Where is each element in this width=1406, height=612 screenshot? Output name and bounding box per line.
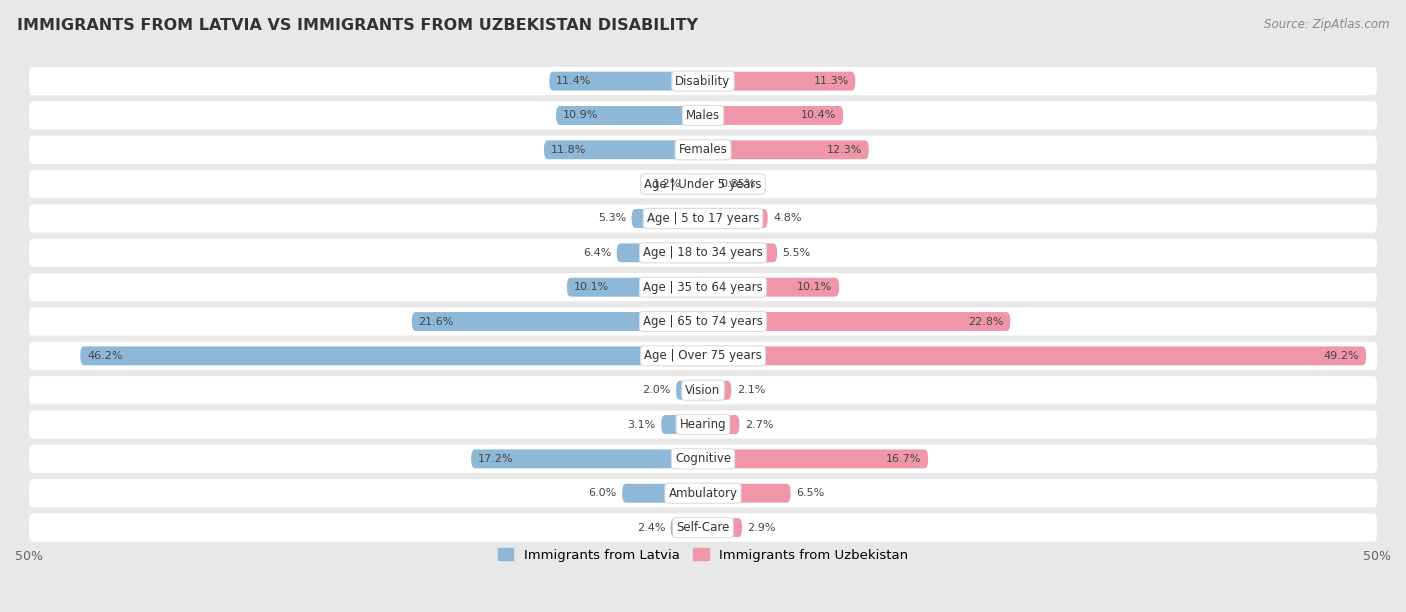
FancyBboxPatch shape [80,346,703,365]
Text: 10.1%: 10.1% [797,282,832,292]
Text: Age | 65 to 74 years: Age | 65 to 74 years [643,315,763,328]
FancyBboxPatch shape [555,106,703,125]
Text: Age | 18 to 34 years: Age | 18 to 34 years [643,247,763,259]
FancyBboxPatch shape [686,174,703,193]
Text: 0.85%: 0.85% [720,179,755,189]
FancyBboxPatch shape [703,278,839,297]
FancyBboxPatch shape [703,209,768,228]
FancyBboxPatch shape [471,449,703,468]
FancyBboxPatch shape [703,174,714,193]
Text: Disability: Disability [675,75,731,88]
Text: 21.6%: 21.6% [419,316,454,327]
FancyBboxPatch shape [30,170,1376,198]
FancyBboxPatch shape [30,102,1376,130]
Text: Ambulatory: Ambulatory [668,487,738,500]
Text: Vision: Vision [685,384,721,397]
Text: Age | 35 to 64 years: Age | 35 to 64 years [643,281,763,294]
FancyBboxPatch shape [550,72,703,91]
FancyBboxPatch shape [567,278,703,297]
Text: 5.5%: 5.5% [783,248,811,258]
FancyBboxPatch shape [703,106,844,125]
Text: 2.9%: 2.9% [748,523,776,532]
FancyBboxPatch shape [617,244,703,263]
FancyBboxPatch shape [676,381,703,400]
Text: Self-Care: Self-Care [676,521,730,534]
FancyBboxPatch shape [544,140,703,159]
FancyBboxPatch shape [30,307,1376,335]
Legend: Immigrants from Latvia, Immigrants from Uzbekistan: Immigrants from Latvia, Immigrants from … [492,543,914,567]
Text: 49.2%: 49.2% [1324,351,1360,361]
FancyBboxPatch shape [631,209,703,228]
FancyBboxPatch shape [30,67,1376,95]
Text: Source: ZipAtlas.com: Source: ZipAtlas.com [1264,18,1389,31]
Text: Males: Males [686,109,720,122]
Text: 3.1%: 3.1% [627,420,655,430]
FancyBboxPatch shape [30,341,1376,370]
Text: Age | 5 to 17 years: Age | 5 to 17 years [647,212,759,225]
FancyBboxPatch shape [30,204,1376,233]
Text: 46.2%: 46.2% [87,351,122,361]
Text: 2.7%: 2.7% [745,420,773,430]
FancyBboxPatch shape [703,483,790,502]
FancyBboxPatch shape [30,136,1376,164]
FancyBboxPatch shape [30,273,1376,301]
Text: Females: Females [679,143,727,156]
Text: 11.4%: 11.4% [555,76,592,86]
FancyBboxPatch shape [703,312,1011,331]
FancyBboxPatch shape [703,415,740,434]
FancyBboxPatch shape [703,449,928,468]
FancyBboxPatch shape [30,411,1376,439]
Text: 17.2%: 17.2% [478,454,513,464]
Text: 22.8%: 22.8% [967,316,1004,327]
FancyBboxPatch shape [30,376,1376,405]
Text: 4.8%: 4.8% [773,214,801,223]
Text: 10.4%: 10.4% [801,111,837,121]
Text: Cognitive: Cognitive [675,452,731,465]
Text: 6.0%: 6.0% [589,488,617,498]
FancyBboxPatch shape [703,346,1367,365]
Text: 6.4%: 6.4% [583,248,612,258]
Text: 10.9%: 10.9% [562,111,598,121]
Text: 2.0%: 2.0% [643,385,671,395]
FancyBboxPatch shape [412,312,703,331]
FancyBboxPatch shape [671,518,703,537]
FancyBboxPatch shape [703,72,855,91]
FancyBboxPatch shape [703,518,742,537]
FancyBboxPatch shape [703,140,869,159]
Text: 10.1%: 10.1% [574,282,609,292]
Text: 1.2%: 1.2% [652,179,682,189]
Text: 5.3%: 5.3% [598,214,626,223]
FancyBboxPatch shape [703,381,731,400]
Text: 16.7%: 16.7% [886,454,921,464]
FancyBboxPatch shape [703,244,778,263]
FancyBboxPatch shape [661,415,703,434]
Text: 11.3%: 11.3% [813,76,849,86]
Text: Hearing: Hearing [679,418,727,431]
Text: Age | Over 75 years: Age | Over 75 years [644,349,762,362]
Text: 6.5%: 6.5% [796,488,824,498]
Text: 11.8%: 11.8% [551,145,586,155]
Text: Age | Under 5 years: Age | Under 5 years [644,177,762,191]
FancyBboxPatch shape [621,483,703,502]
Text: 2.1%: 2.1% [737,385,765,395]
FancyBboxPatch shape [30,513,1376,542]
FancyBboxPatch shape [30,239,1376,267]
Text: 12.3%: 12.3% [827,145,862,155]
Text: 2.4%: 2.4% [637,523,665,532]
FancyBboxPatch shape [30,479,1376,507]
Text: IMMIGRANTS FROM LATVIA VS IMMIGRANTS FROM UZBEKISTAN DISABILITY: IMMIGRANTS FROM LATVIA VS IMMIGRANTS FRO… [17,18,697,34]
FancyBboxPatch shape [30,445,1376,473]
